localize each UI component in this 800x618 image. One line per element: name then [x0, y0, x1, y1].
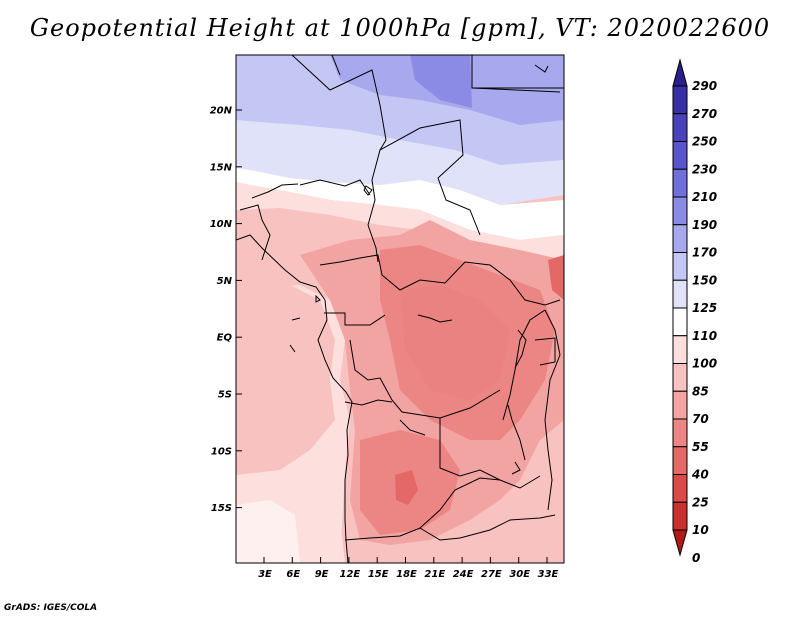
lat-label: 10S	[211, 446, 232, 457]
colorbar-swatch	[672, 418, 688, 448]
colorbar-swatch	[672, 446, 688, 475]
lat-label: 20N	[210, 106, 233, 117]
plot-title: Geopotential Height at 1000hPa [gpm], VT…	[29, 14, 771, 42]
lon-label: 18E	[396, 569, 417, 580]
colorbar-label: 230	[692, 162, 717, 176]
colorbar-label: 190	[692, 218, 717, 232]
colorbar-swatch	[672, 196, 688, 226]
lon-label: 15E	[368, 569, 389, 580]
lat-label: 10N	[210, 219, 233, 230]
colorbar-label: 100	[692, 357, 717, 371]
latitude-axis: 20N 15N 10N 5N EQ 5S 10S 15S	[210, 106, 242, 514]
colorbar-swatch	[672, 363, 688, 392]
colorbar-label: 270	[692, 107, 717, 121]
colorbar-label: 210	[692, 190, 717, 204]
grads-credit: GrADS: IGES/COLA	[4, 603, 98, 613]
colorbar-label: 150	[692, 273, 717, 287]
height-field	[236, 55, 564, 563]
lat-label: 5N	[217, 276, 233, 287]
colorbar-swatch	[672, 501, 688, 531]
map-frame	[235, 54, 565, 564]
country-borders	[236, 55, 564, 563]
lon-label: 24E	[453, 569, 474, 580]
colorbar-label: 125	[692, 301, 717, 315]
colorbar-swatch	[672, 335, 688, 364]
lon-label: 6E	[286, 569, 300, 580]
colorbar-label: 170	[692, 246, 717, 260]
colorbar-swatch	[672, 141, 688, 170]
colorbar-swatch	[672, 307, 688, 337]
colorbar-swatch	[672, 279, 688, 309]
lat-label: 15N	[210, 162, 233, 173]
lat-label: 5S	[218, 390, 232, 401]
colorbar-label: 25	[692, 495, 709, 509]
colorbar-swatch	[672, 85, 688, 115]
lon-label: 27E	[481, 569, 502, 580]
colorbar-label: 250	[692, 135, 717, 149]
colorbar-label: 0	[692, 551, 700, 565]
colorbar-label: 85	[692, 384, 709, 398]
lon-label: 30E	[509, 569, 530, 580]
colorbar-label: 10	[692, 523, 709, 537]
colorbar-top-triangle	[672, 58, 688, 87]
colorbar-label: 55	[692, 440, 709, 454]
colorbar: 2902702502302101901701501251101008570554…	[672, 58, 717, 565]
longitude-axis: 3E 6E 9E 12E 15E 18E 21E 24E 27E 30E 33E	[258, 557, 559, 580]
lon-label: 3E	[258, 569, 272, 580]
lon-label: 21E	[424, 569, 445, 580]
colorbar-swatch	[672, 168, 688, 198]
colorbar-label: 40	[691, 468, 709, 482]
colorbar-swatch	[672, 252, 688, 281]
colorbar-label: 70	[692, 412, 709, 426]
lon-label: 12E	[340, 569, 361, 580]
colorbar-bottom-triangle	[672, 529, 688, 557]
colorbar-swatch	[672, 113, 688, 142]
colorbar-label: 110	[692, 329, 717, 343]
colorbar-swatch	[672, 390, 688, 420]
colorbar-swatch	[672, 224, 688, 253]
lon-label: 9E	[315, 569, 329, 580]
lat-label: EQ	[217, 333, 233, 344]
colorbar-swatch	[672, 474, 688, 503]
colorbar-label: 290	[692, 79, 717, 93]
lon-label: 33E	[538, 569, 559, 580]
lat-label: 15S	[211, 503, 232, 514]
